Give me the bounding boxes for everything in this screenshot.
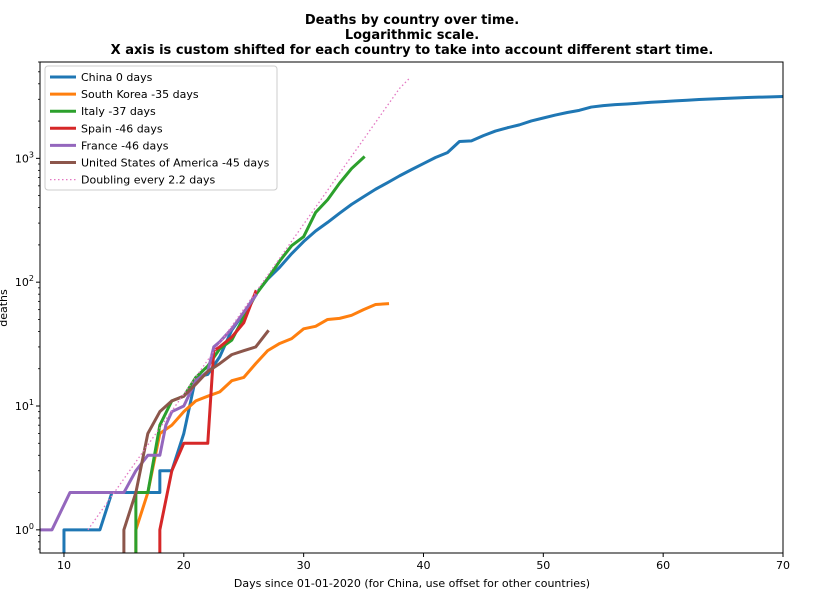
y-tick-label: 100	[15, 522, 34, 537]
legend-label-0: China 0 days	[81, 71, 153, 84]
x-tick-label: 50	[536, 559, 550, 572]
x-tick-label: 20	[177, 559, 191, 572]
chart-title-line-1: Deaths by country over time.	[305, 13, 519, 28]
y-tick-label: 103	[15, 150, 34, 165]
y-tick-label: 102	[15, 274, 34, 289]
y-tick-label: 101	[15, 398, 34, 413]
legend-label-4: France -46 days	[81, 139, 169, 152]
x-axis: 10 20 30 40 50 60 70	[57, 553, 790, 572]
y-axis: 100 101 102 103	[15, 62, 40, 549]
series-line-1	[136, 304, 388, 558]
chart-title: Deaths by country over time. Logarithmic…	[111, 13, 714, 58]
legend: China 0 days South Korea -35 days Italy -3…	[45, 66, 277, 190]
chart-title-line-2: Logarithmic scale.	[345, 28, 479, 43]
x-tick-label: 70	[776, 559, 790, 572]
legend-label-1: South Korea -35 days	[81, 88, 199, 101]
legend-label-6: Doubling every 2.2 days	[81, 174, 216, 187]
x-axis-label: Days since 01-01-2020 (for China, use of…	[234, 577, 590, 590]
legend-label-3: Spain -46 days	[81, 122, 163, 135]
x-tick-label: 30	[297, 559, 311, 572]
chart: Deaths by country over time. Logarithmic…	[0, 0, 828, 611]
y-axis-label: deaths	[0, 289, 10, 327]
chart-title-line-3: X axis is custom shifted for each countr…	[111, 43, 714, 58]
legend-label-5: United States of America -45 days	[81, 157, 270, 170]
legend-label-2: Italy -37 days	[81, 105, 156, 118]
x-tick-label: 60	[656, 559, 670, 572]
series-line-2	[136, 158, 364, 558]
x-tick-label: 10	[57, 559, 71, 572]
x-tick-label: 40	[416, 559, 430, 572]
